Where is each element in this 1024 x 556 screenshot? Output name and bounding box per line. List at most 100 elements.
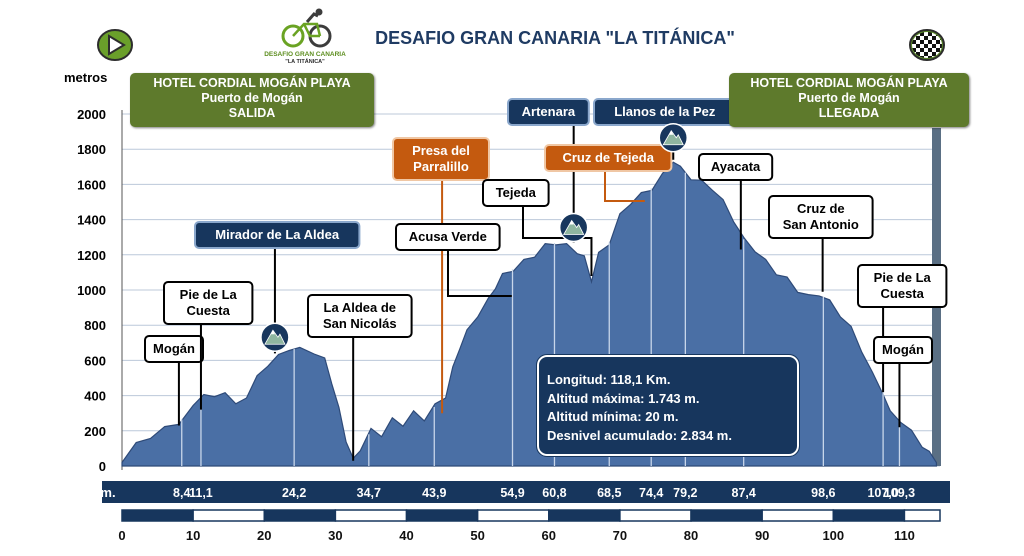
scale-segment [334, 509, 408, 522]
annotation-label: Mirador de La Aldea [215, 227, 340, 242]
start-label: SALIDA [228, 106, 276, 120]
finish-label: LLEGADA [818, 106, 880, 120]
start-hotel-place: Puerto de Mogán [201, 91, 303, 105]
annotation-label: San Nicolás [323, 316, 397, 331]
km-row-bar [102, 481, 950, 503]
annotation-box [544, 144, 673, 172]
km-marker-label: 11,1 [189, 486, 213, 500]
cyclist-logo-icon [281, 8, 332, 48]
stat-elevation-gain: Desnivel acumulado: 2.834 m. [547, 427, 732, 443]
annotation-box [873, 336, 933, 364]
annotation-box [395, 223, 501, 251]
annotation-box [768, 195, 874, 239]
y-tick-label: 2000 [77, 107, 106, 122]
annotation-label: Tejeda [496, 185, 537, 200]
annotation-label: Mogán [882, 342, 924, 357]
peak-icon-mountain [264, 329, 286, 345]
x-tick-label: 90 [755, 528, 769, 543]
scale-segment [690, 509, 763, 522]
x-tick-label: 80 [684, 528, 698, 543]
km-marker-label: 60,8 [542, 486, 566, 500]
km-marker-label: 109,3 [884, 486, 915, 500]
y-tick-label: 1400 [77, 213, 106, 228]
logo-text-2: "LA TITÁNICA" [285, 59, 325, 65]
y-axis-label: metros [64, 70, 108, 85]
annotation-box [194, 221, 361, 249]
annotation-box [698, 153, 774, 181]
x-tick-label: 60 [542, 528, 556, 543]
play-icon[interactable] [96, 28, 134, 62]
x-tick-label: 70 [613, 528, 627, 543]
annotation-label: Parralillo [413, 159, 469, 174]
y-tick-label: 1200 [77, 248, 106, 263]
annotation-label: Pie de La [180, 287, 238, 302]
scale-segment [192, 509, 266, 522]
annotation-label: La Aldea de [324, 300, 396, 315]
stat-max-altitude: Altitud máxima: 1.743 m. [547, 390, 700, 406]
annotation-label: Cruz de [797, 201, 845, 216]
annotation-label: Artenara [522, 104, 576, 119]
x-tick-label: 30 [328, 528, 342, 543]
km-marker-label: 98,6 [811, 486, 835, 500]
scale-segment [405, 509, 479, 522]
km-marker-label: 34,7 [357, 486, 381, 500]
annotation-box [857, 264, 948, 308]
y-tick-label: 1800 [77, 142, 106, 157]
checkered-flag-icon[interactable] [908, 28, 946, 62]
km-marker-label: 68,5 [597, 486, 621, 500]
scale-segment [263, 509, 337, 522]
km-marker-label: 8,4 [173, 486, 190, 500]
y-tick-label: 600 [84, 353, 106, 368]
km-marker-label: 24,2 [282, 486, 306, 500]
y-tick-label: 200 [84, 424, 106, 439]
x-tick-label: 0 [118, 528, 125, 543]
event-logo: DESAFIO GRAN CANARIA "LA TITÁNICA" [262, 6, 348, 68]
y-tick-label: 800 [84, 318, 106, 333]
annotation-label: Presa del [412, 143, 470, 158]
stat-length: Longitud: 118,1 Km. [547, 372, 671, 387]
annotation-box [307, 294, 413, 338]
annotation-leader [447, 250, 512, 297]
finish-hotel-box: HOTEL CORDIAL MOGÁN PLAYA Puerto de Mogá… [729, 73, 969, 127]
annotation-box [507, 98, 590, 126]
route-stats-box: Longitud: 118,1 Km. Altitud máxima: 1.74… [536, 354, 800, 457]
x-tick-label: 40 [399, 528, 413, 543]
peak-icon-mountain [562, 219, 585, 235]
annotation-box [482, 179, 550, 207]
x-tick-label: 100 [822, 528, 844, 543]
scale-segment [121, 509, 194, 522]
logo-text-1: DESAFIO GRAN CANARIA [264, 51, 346, 58]
x-tick-label: 50 [470, 528, 484, 543]
y-tick-label: 0 [99, 459, 106, 474]
peak-icon-snow [669, 130, 674, 135]
mountain-peak-icon [260, 322, 290, 352]
finish-hotel-name: HOTEL CORDIAL MOGÁN PLAYA [750, 76, 948, 90]
km-marker-label: 79,2 [673, 486, 697, 500]
annotation-label: Cuesta [881, 286, 925, 301]
scale-segment [832, 509, 906, 522]
scale-segment [619, 509, 692, 522]
chart-title: DESAFIO GRAN CANARIA "LA TITÁNICA" [375, 28, 735, 48]
annotation-label: Llanos de la Pez [614, 104, 716, 119]
start-hotel-box: HOTEL CORDIAL MOGÁN PLAYA Puerto de Mogá… [130, 73, 374, 127]
annotation-box [392, 137, 490, 181]
stat-min-altitude: Altitud mínima: 20 m. [547, 409, 679, 424]
scale-segment [476, 509, 550, 522]
annotation-label: Acusa Verde [409, 229, 487, 244]
peak-icon-snow [569, 220, 574, 225]
start-hotel-name: HOTEL CORDIAL MOGÁN PLAYA [153, 76, 351, 90]
annotation-leader [604, 171, 645, 202]
annotation-box [144, 335, 204, 363]
finish-hotel-place: Puerto de Mogán [798, 91, 900, 105]
annotation-label: Pie de La [874, 270, 932, 285]
annotation-label: San Antonio [783, 217, 859, 232]
km-marker-label: 74,4 [639, 486, 663, 500]
annotation-label: Ayacata [711, 159, 761, 174]
km-marker-label: 87,4 [732, 486, 756, 500]
x-tick-label: 20 [257, 528, 271, 543]
scale-segment [761, 509, 835, 522]
peak-icon-mountain [662, 130, 684, 146]
annotation-label: Mogán [153, 341, 195, 356]
annotation-label: Cruz de Tejeda [562, 150, 654, 165]
mountain-peak-icon [658, 123, 689, 153]
